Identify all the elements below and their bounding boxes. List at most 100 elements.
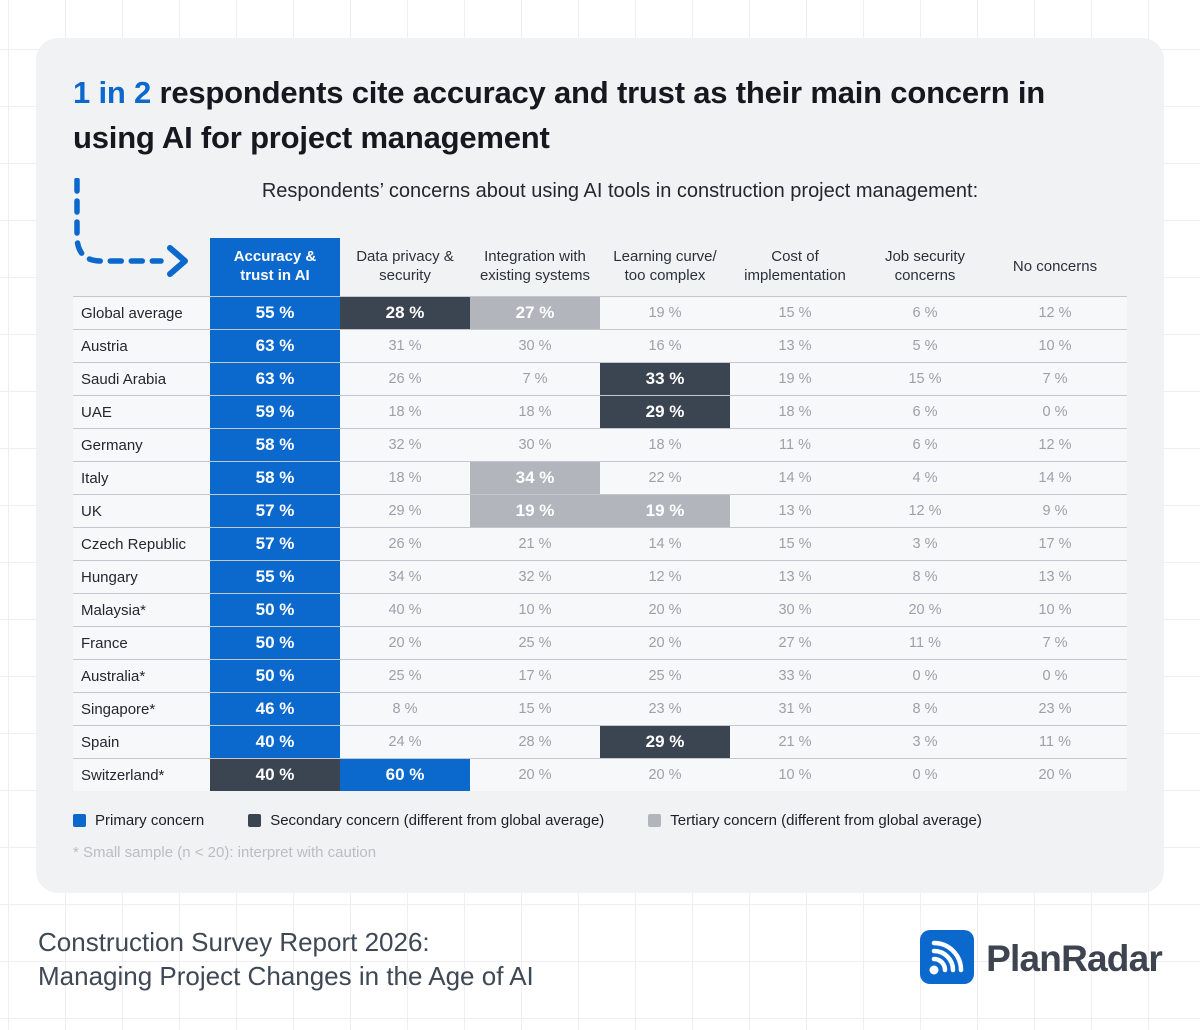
table-cell: 40 % (210, 726, 340, 758)
column-header: Accuracy & trust in AI (210, 238, 340, 296)
table-cell: 3 % (912, 536, 938, 552)
table-cell: 55 % (210, 297, 340, 329)
table-cell: 29 % (600, 396, 730, 428)
table-cell: 63 % (210, 363, 340, 395)
table-row: Singapore* 46 % 8 % 15 % 23 % 31 % 8 % 23 % (73, 692, 1127, 725)
table-row: Australia* 50 % 25 % 17 % 25 % 33 % 0 % 0 % (73, 659, 1127, 692)
logo-text: PlanRadar (986, 938, 1163, 979)
report-title: Construction Survey Report 2026: Managin… (38, 925, 534, 993)
column-header: No concerns (1012, 257, 1098, 275)
table-cell: 3 % (912, 734, 938, 750)
table-row: Saudi Arabia 63 % 26 % 7 % 33 % 19 % 15 % 7 % (73, 362, 1127, 395)
footer: Construction Survey Report 2026: Managin… (38, 925, 1164, 993)
table-cell: 31 % (388, 338, 422, 354)
table-cell: 27 % (470, 297, 600, 329)
table-cell: 19 % (648, 305, 682, 321)
row-label: Spain (81, 733, 120, 751)
table-row: Germany 58 % 32 % 30 % 18 % 11 % 6 % 12 % (73, 428, 1127, 461)
table-cell: 19 % (600, 495, 730, 527)
row-label: Switzerland* (81, 766, 165, 784)
table-cell: 57 % (210, 528, 340, 560)
legend-swatch (73, 814, 86, 827)
table-cell: 34 % (470, 462, 600, 494)
table-cell: 60 % (340, 759, 470, 791)
row-label: France (81, 634, 128, 652)
table-cell: 16 % (648, 338, 682, 354)
table-cell: 33 % (600, 363, 730, 395)
infographic-card: 1 in 2 respondents cite accuracy and tru… (36, 38, 1164, 893)
table-cell: 13 % (778, 503, 812, 519)
row-label: Global average (81, 304, 183, 322)
table-cell: 21 % (518, 536, 552, 552)
row-label: Italy (81, 469, 109, 487)
table-cell: 12 % (908, 503, 942, 519)
table-cell: 30 % (778, 602, 812, 618)
table-cell: 15 % (908, 371, 942, 387)
table-cell: 6 % (912, 305, 938, 321)
table-cell: 11 % (1039, 734, 1071, 750)
table-cell: 14 % (778, 470, 812, 486)
concerns-table: Accuracy & trust in AI Data privacy & sec… (73, 238, 1127, 791)
legend-label: Tertiary concern (different from global … (670, 812, 982, 829)
table-cell: 10 % (778, 767, 812, 783)
row-label: Hungary (81, 568, 138, 586)
legend-item: Primary concern (73, 812, 204, 829)
row-label: Germany (81, 436, 143, 454)
table-cell: 26 % (388, 536, 422, 552)
table-cell: 32 % (388, 437, 422, 453)
table-cell: 26 % (388, 371, 422, 387)
table-cell: 29 % (388, 503, 422, 519)
table-cell: 0 % (1042, 668, 1068, 684)
table-cell: 55 % (210, 561, 340, 593)
legend-label: Secondary concern (different from global… (270, 812, 605, 829)
footnote: * Small sample (n < 20): interpret with … (73, 844, 377, 861)
table-cell: 19 % (778, 371, 812, 387)
table-cell: 20 % (648, 635, 682, 651)
table-row: Spain 40 % 24 % 28 % 29 % 21 % 3 % 11 % (73, 725, 1127, 758)
table-row: Switzerland* 40 % 60 % 20 % 20 % 10 % 0 % 20 % (73, 758, 1127, 791)
table-cell: 50 % (210, 594, 340, 626)
table-cell: 57 % (210, 495, 340, 527)
row-label: UAE (81, 403, 112, 421)
table-cell: 20 % (648, 767, 682, 783)
table-cell: 5 % (912, 338, 938, 354)
table-cell: 22 % (648, 470, 682, 486)
table-cell: 8 % (392, 701, 418, 717)
title-highlight: 1 in 2 (73, 75, 152, 110)
table-row: UAE 59 % 18 % 18 % 29 % 18 % 6 % 0 % (73, 395, 1127, 428)
table-cell: 32 % (518, 569, 552, 585)
table-row: Italy 58 % 18 % 34 % 22 % 14 % 4 % 14 % (73, 461, 1127, 494)
table-cell: 33 % (778, 668, 812, 684)
table-cell: 25 % (648, 668, 682, 684)
table-cell: 10 % (1038, 338, 1072, 354)
table-cell: 23 % (648, 701, 682, 717)
table-cell: 12 % (1038, 437, 1072, 453)
table-cell: 7 % (1042, 635, 1068, 651)
table-cell: 9 % (1042, 503, 1068, 519)
table-header: Accuracy & trust in AI Data privacy & sec… (73, 238, 1127, 296)
table-cell: 50 % (210, 627, 340, 659)
table-cell: 20 % (648, 602, 682, 618)
table-cell: 10 % (518, 602, 552, 618)
table-cell: 11 % (909, 635, 941, 651)
table-cell: 28 % (340, 297, 470, 329)
table-cell: 28 % (518, 734, 552, 750)
table-cell: 25 % (388, 668, 422, 684)
radar-icon (920, 929, 975, 989)
table-cell: 59 % (210, 396, 340, 428)
legend-item: Secondary concern (different from global… (248, 812, 604, 829)
table-cell: 15 % (778, 536, 812, 552)
table-cell: 23 % (1038, 701, 1072, 717)
table-cell: 0 % (912, 767, 938, 783)
table-cell: 6 % (912, 437, 938, 453)
table-cell: 18 % (388, 470, 422, 486)
table-cell: 27 % (778, 635, 812, 651)
table-cell: 17 % (518, 668, 552, 684)
table-cell: 30 % (518, 437, 552, 453)
table-cell: 0 % (1042, 404, 1068, 420)
table-cell: 18 % (388, 404, 422, 420)
table-cell: 20 % (1038, 767, 1072, 783)
legend-label: Primary concern (95, 812, 205, 829)
table-cell: 8 % (912, 569, 938, 585)
